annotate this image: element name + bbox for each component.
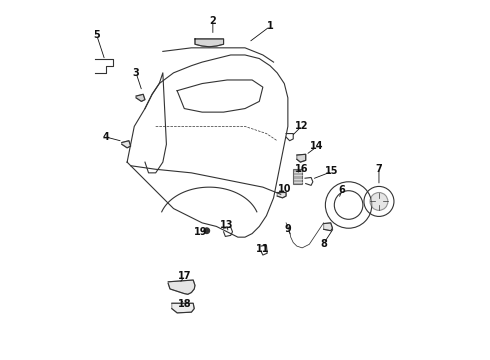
Text: 4: 4 (103, 132, 110, 142)
Circle shape (370, 193, 388, 210)
Polygon shape (297, 154, 306, 162)
Polygon shape (122, 141, 131, 148)
Text: 8: 8 (320, 239, 327, 249)
Text: 17: 17 (177, 271, 191, 282)
Text: 1: 1 (267, 21, 273, 31)
Polygon shape (277, 193, 286, 198)
Text: 18: 18 (177, 299, 191, 309)
Polygon shape (136, 94, 145, 102)
Text: 5: 5 (94, 30, 100, 40)
Text: 11: 11 (256, 244, 270, 253)
Text: 10: 10 (277, 184, 291, 194)
Text: 3: 3 (133, 68, 140, 78)
Text: 6: 6 (339, 185, 345, 195)
Text: 12: 12 (295, 121, 309, 131)
Text: 2: 2 (210, 16, 216, 26)
Text: 16: 16 (295, 163, 309, 174)
Polygon shape (323, 223, 333, 231)
Text: 15: 15 (325, 166, 339, 176)
Circle shape (204, 228, 210, 234)
Polygon shape (168, 280, 195, 294)
Text: 14: 14 (310, 141, 324, 152)
Text: 13: 13 (220, 220, 234, 230)
Bar (293, 169, 302, 184)
Polygon shape (172, 303, 194, 313)
Text: 9: 9 (285, 224, 291, 234)
Text: 19: 19 (194, 227, 207, 237)
Polygon shape (195, 39, 223, 47)
Text: 7: 7 (375, 163, 382, 174)
